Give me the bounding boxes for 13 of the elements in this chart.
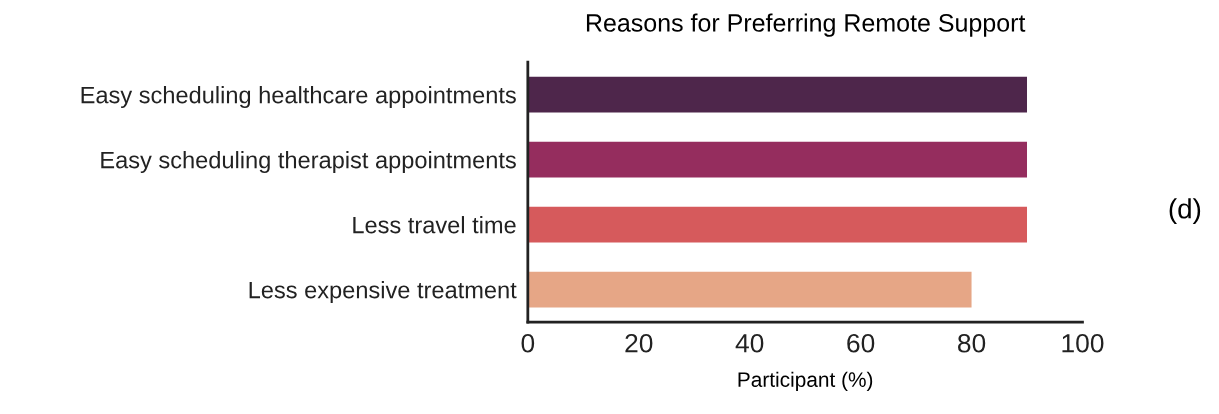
x-tick-label: 100	[1062, 333, 1104, 353]
chart-title: Reasons for Preferring Remote Support	[586, 13, 1026, 37]
text: (d)	[1169, 198, 1201, 225]
y-tick-label: Easy scheduling healthcare appointments	[81, 86, 516, 109]
x-tick-label: 60	[847, 333, 875, 353]
y-tick-label: Less expensive treatment	[249, 281, 517, 304]
x-axis-title: Participant (%)	[738, 371, 873, 392]
x-tick-label: 80	[958, 333, 986, 353]
x-tick-label: 0	[521, 333, 535, 353]
x-tick-label: 20	[625, 333, 653, 353]
x-tick-label: 40	[735, 333, 764, 353]
y-tick-label: Less travel time	[353, 216, 516, 234]
y-tick-label: Easy scheduling therapist appointments	[101, 151, 516, 174]
